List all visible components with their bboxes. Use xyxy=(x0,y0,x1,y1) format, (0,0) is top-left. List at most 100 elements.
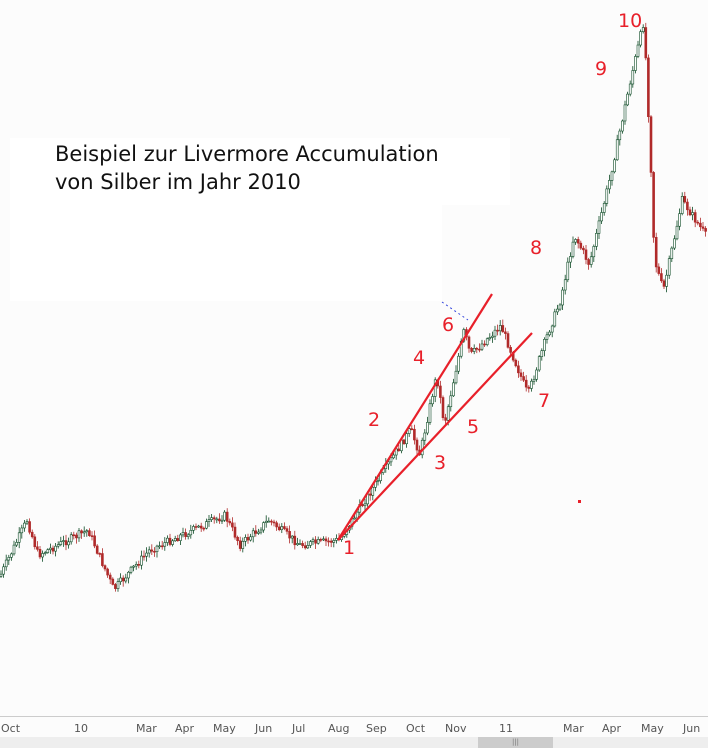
candle-body xyxy=(166,537,169,543)
candle-body xyxy=(2,566,5,575)
candle-body xyxy=(587,259,590,265)
candle-body xyxy=(475,348,479,350)
candle-body xyxy=(215,518,219,521)
candle-body xyxy=(238,540,242,549)
candle-body xyxy=(257,531,260,534)
candle-body xyxy=(626,93,629,106)
candle-body xyxy=(504,331,507,334)
candle-body xyxy=(207,519,211,522)
candle-body xyxy=(225,511,229,522)
scrollbar-thumb[interactable]: ||| xyxy=(478,737,553,748)
candle-body xyxy=(140,555,143,566)
candlestick-chart xyxy=(0,22,707,592)
candle-body xyxy=(194,526,198,528)
candle-body xyxy=(293,535,297,546)
candle-body xyxy=(483,343,486,346)
candle-body xyxy=(701,226,705,229)
candle-body xyxy=(543,339,546,351)
candle-body xyxy=(693,212,697,223)
candle-body xyxy=(553,311,557,327)
candle-body xyxy=(46,549,50,553)
candle-body xyxy=(309,541,312,546)
candle-body xyxy=(51,547,55,552)
candle-body xyxy=(132,565,135,568)
candle-body xyxy=(158,545,161,548)
candle-body xyxy=(376,480,380,483)
candle-body xyxy=(179,534,182,541)
candle-body xyxy=(680,196,684,214)
candle-body xyxy=(95,545,99,554)
candle-body xyxy=(496,329,499,332)
candle-body xyxy=(600,212,603,222)
candle-body xyxy=(608,180,611,190)
candle-body xyxy=(332,540,336,543)
candle-body xyxy=(114,584,117,589)
candle-body xyxy=(301,543,304,546)
x-tick-label: Sep xyxy=(366,722,387,735)
candle-body xyxy=(145,552,148,557)
candle-body xyxy=(652,172,655,238)
candle-body xyxy=(415,439,419,451)
candle-body xyxy=(72,534,76,537)
x-tick-label: 11 xyxy=(499,722,513,735)
x-tick-label: Nov xyxy=(445,722,467,735)
candle-body xyxy=(569,256,572,263)
candle-body xyxy=(327,540,330,543)
candle-body xyxy=(202,527,206,530)
candle-body xyxy=(644,27,648,59)
text-box-background xyxy=(10,138,510,205)
candle-body xyxy=(49,547,52,550)
candle-body xyxy=(592,246,596,258)
candle-body xyxy=(634,56,637,71)
candle-body xyxy=(270,520,273,523)
candle-body xyxy=(618,130,622,141)
upper-trendline xyxy=(337,293,493,541)
title-line-2: von Silber im Jahr 2010 xyxy=(55,170,301,194)
candle-body xyxy=(192,526,195,531)
candle-body xyxy=(59,541,63,545)
candle-body xyxy=(119,577,122,582)
candle-body xyxy=(517,365,520,374)
candle-body xyxy=(251,530,255,538)
candle-body xyxy=(641,27,645,32)
candle-body xyxy=(576,239,580,244)
candle-body xyxy=(7,557,11,561)
candle-body xyxy=(150,549,154,552)
candle-body xyxy=(212,517,216,520)
candle-body xyxy=(153,550,156,553)
candle-body xyxy=(173,538,177,542)
candle-body xyxy=(426,422,429,434)
candle-body xyxy=(480,343,484,350)
candle-body xyxy=(176,538,180,541)
candle-body xyxy=(186,534,190,537)
wave-label-2: 2 xyxy=(368,409,381,431)
candle-body xyxy=(12,544,16,555)
x-tick-label: Jun xyxy=(683,722,701,735)
candle-body xyxy=(478,348,481,351)
x-tick-label: 10 xyxy=(74,722,88,735)
candle-body xyxy=(563,279,567,291)
x-tick-label: Apr xyxy=(602,722,622,735)
candle-body xyxy=(205,521,208,529)
candle-body xyxy=(137,564,141,566)
wave-label-1: 1 xyxy=(343,537,356,559)
candle-body xyxy=(628,83,632,95)
candle-body xyxy=(662,280,666,287)
candle-body xyxy=(272,521,276,524)
candle-body xyxy=(233,526,237,538)
candle-body xyxy=(647,57,650,118)
candle-body xyxy=(20,527,24,534)
wave-label-9: 9 xyxy=(595,58,608,80)
candle-body xyxy=(280,526,284,531)
horizontal-scrollbar[interactable]: ||| xyxy=(0,737,708,748)
candle-body xyxy=(488,337,492,340)
candle-body xyxy=(64,540,68,546)
candle-body xyxy=(314,539,317,544)
candle-body xyxy=(691,212,694,216)
candle-body xyxy=(241,541,245,549)
candle-body xyxy=(597,220,601,234)
marker-dot xyxy=(578,500,581,503)
candle-body xyxy=(77,530,81,539)
candle-body xyxy=(106,568,109,576)
candle-body xyxy=(108,574,112,580)
